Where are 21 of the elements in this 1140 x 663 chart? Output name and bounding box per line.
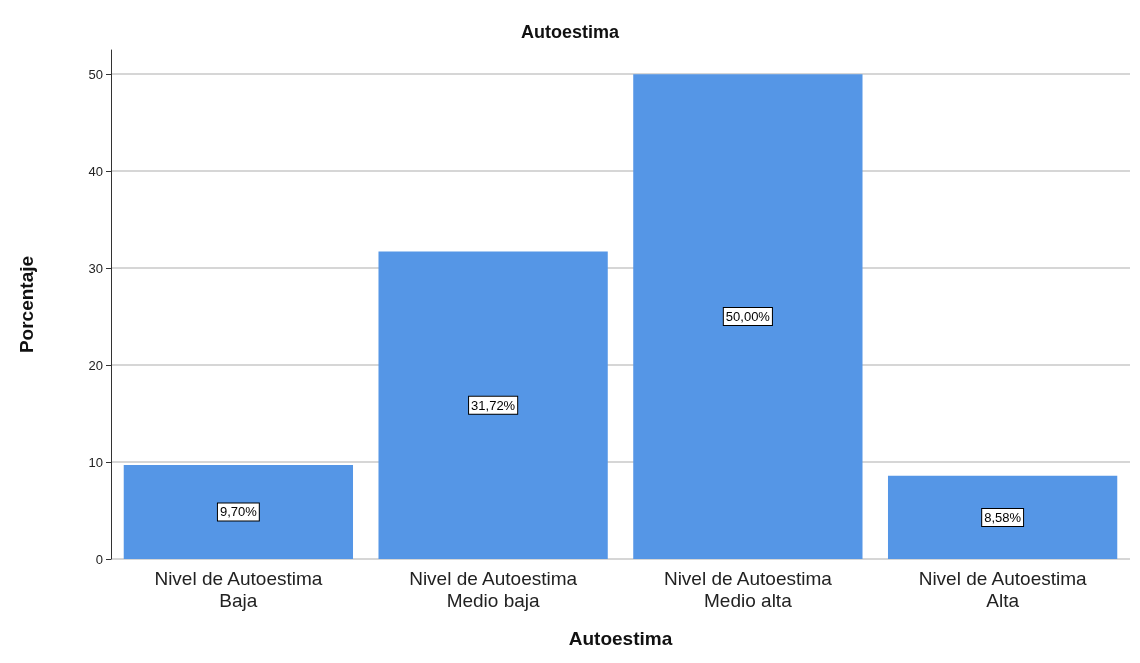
x-axis-title: Autoestima [568, 628, 673, 649]
y-tick-label: 0 [95, 551, 103, 567]
x-tick-label: Nivel de Autoestima Baja [154, 567, 323, 611]
y-tick-label: 40 [88, 163, 103, 179]
x-tick-label: Nivel de Autoestima Medio baja [409, 567, 578, 611]
chart-title: Autoestima [520, 22, 620, 42]
y-tick-label: 50 [88, 66, 103, 82]
y-tick-label: 20 [88, 357, 103, 373]
y-tick-label: 30 [88, 260, 103, 276]
y-axis-title: Porcentaje [16, 255, 37, 354]
data-label: 31,72% [471, 397, 516, 413]
x-tick-label: Nivel de Autoestima Alta [918, 567, 1088, 611]
y-tick-label: 10 [88, 454, 103, 470]
data-label: 9,70% [219, 504, 258, 520]
x-tick-label: Nivel de Autoestima Medio alta [663, 567, 833, 611]
bar [633, 74, 863, 559]
data-label: 50,00% [725, 309, 771, 325]
bar [887, 475, 1118, 559]
bar [378, 251, 608, 559]
data-label: 8,58% [984, 509, 1022, 525]
bar [123, 464, 354, 559]
